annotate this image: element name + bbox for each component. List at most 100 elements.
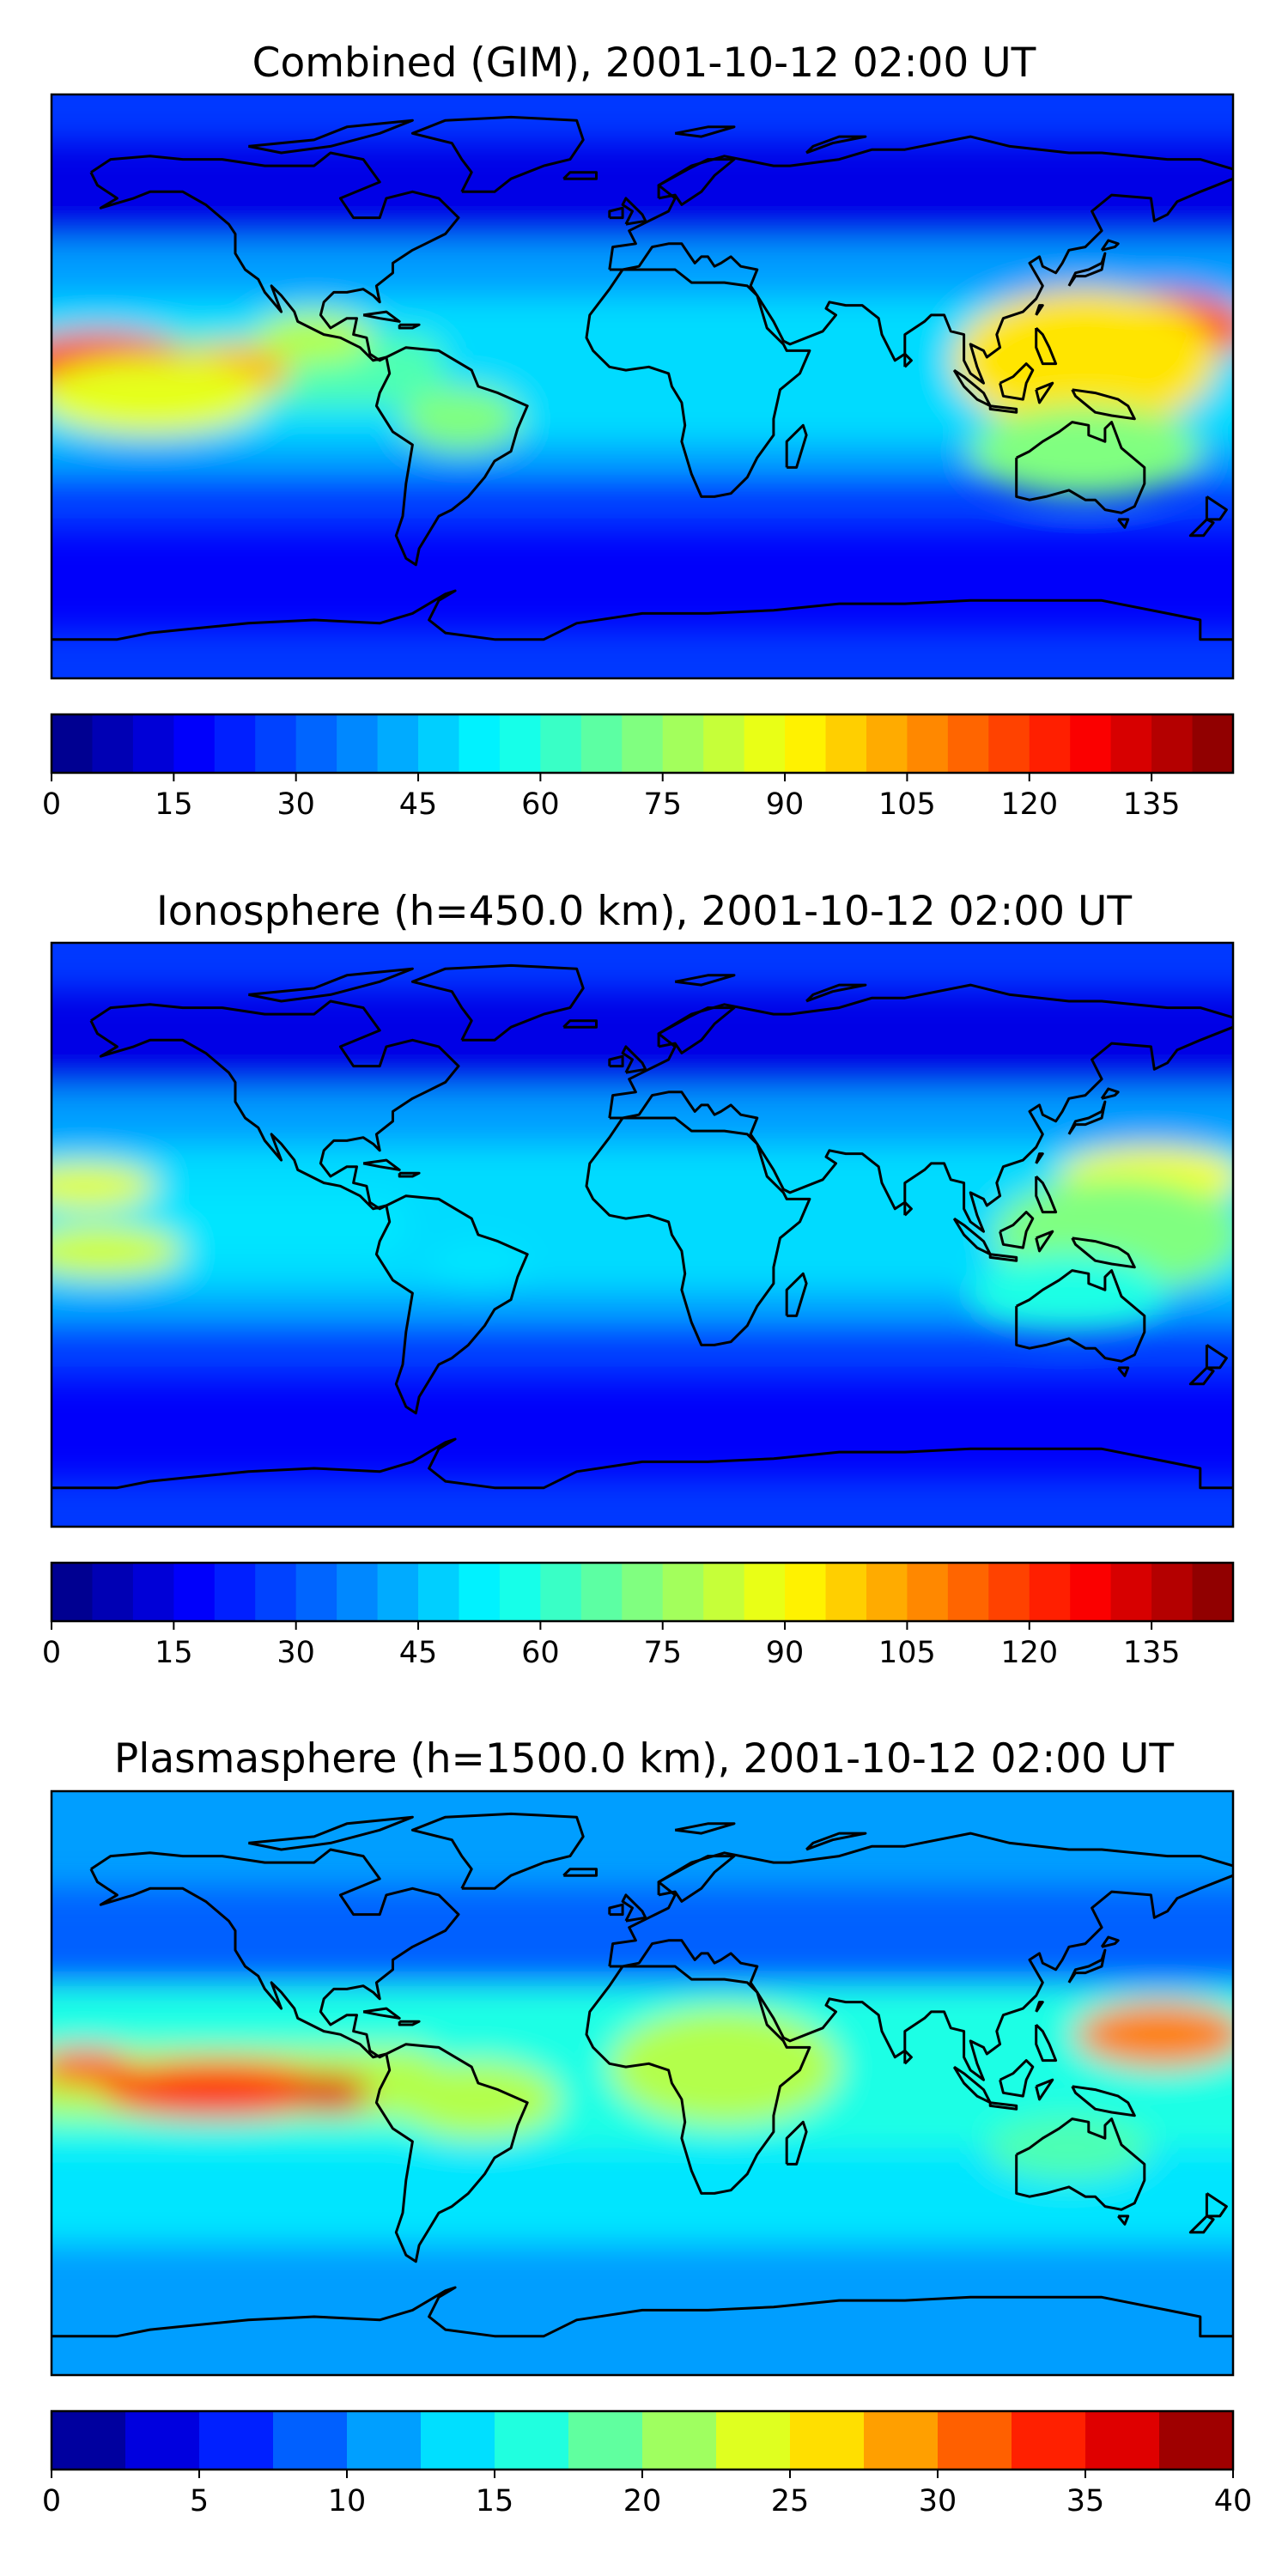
colorbar-segment — [132, 714, 175, 773]
colorbar-segment — [499, 714, 542, 773]
colorbar-segment — [347, 2411, 422, 2470]
colorbar-tick-label: 120 — [1000, 1636, 1058, 1670]
coastline — [89, 151, 460, 362]
coastline — [674, 1822, 736, 1835]
colorbar-tick-label: 20 — [623, 2484, 662, 2518]
coastline — [562, 1019, 598, 1029]
colorbar-segment — [716, 2411, 791, 2470]
colorbar-segment — [1029, 714, 1072, 773]
coastline — [410, 1812, 585, 1890]
map-frame — [50, 93, 1235, 680]
colorbar-tick-label: 120 — [1000, 787, 1058, 822]
colorbar-segment — [1070, 714, 1112, 773]
colorbar-segment — [866, 714, 908, 773]
coastline — [585, 268, 811, 498]
colorbar-frame — [50, 1561, 1235, 1623]
coastline — [248, 967, 414, 1003]
coastline — [1067, 252, 1107, 287]
panel-ionosphere: Ionosphere (h=450.0 km), 2001-10-12 02:0… — [42, 891, 1235, 1670]
colorbar-segment — [622, 714, 664, 773]
coastline — [785, 1272, 808, 1317]
coastline — [903, 1200, 913, 1217]
coastline — [362, 310, 401, 323]
colorbar-tick-label: 0 — [42, 1636, 61, 1670]
colorbar-segment — [377, 714, 419, 773]
coastline — [1100, 239, 1120, 252]
coastline — [1205, 1344, 1228, 1370]
colorbar-segment — [255, 1563, 297, 1621]
colorbar-segment — [132, 1563, 175, 1621]
colorbar-segment — [642, 2411, 717, 2470]
coastline — [999, 1211, 1035, 1249]
panel-title: Plasmasphere (h=1500.0 km), 2001-10-12 0… — [113, 1735, 1175, 1783]
coastline — [585, 1965, 811, 2195]
coastline — [621, 1893, 647, 1923]
colorbar-tick-label: 60 — [521, 1636, 560, 1670]
colorbar-segment — [199, 2411, 274, 2470]
coastline — [988, 2101, 1018, 2111]
colorbar-segment — [337, 1563, 379, 1621]
colorbar-segment — [1110, 1563, 1152, 1621]
field-blob — [100, 2060, 331, 2119]
coastline — [1035, 304, 1044, 316]
coastline — [608, 1903, 624, 1917]
colorbar-tick-label: 75 — [643, 787, 682, 822]
coastline — [1067, 1948, 1107, 1984]
colorbar-segment — [864, 2411, 939, 2470]
colorbar-segment — [744, 1563, 786, 1621]
colorbar-segment — [1151, 1563, 1194, 1621]
map-frame — [50, 1789, 1235, 2377]
colorbar-segment — [703, 714, 745, 773]
coastline — [952, 1217, 992, 1256]
coastline — [657, 1855, 736, 1903]
colorbar-segment — [744, 714, 786, 773]
coastline — [410, 115, 585, 193]
coastline — [562, 1868, 598, 1877]
panel-title: Combined (GIM), 2001-10-12 02:00 UT — [252, 39, 1036, 87]
colorbar-segment — [92, 1563, 134, 1621]
coastline — [374, 2043, 529, 2263]
coastline — [1015, 2117, 1146, 2211]
colorbar-segment — [1070, 1563, 1112, 1621]
colorbar-segment — [1151, 714, 1194, 773]
coastline — [903, 352, 913, 368]
coastline — [1035, 1175, 1058, 1214]
colorbar-tick-label: 105 — [878, 1636, 936, 1670]
colorbar-tick-label: 30 — [276, 1636, 315, 1670]
coastline — [52, 589, 1233, 641]
colorbar-segment — [580, 1563, 623, 1621]
colorbar-tick-label: 0 — [42, 2484, 61, 2518]
coastline — [398, 323, 421, 330]
colorbar-segment — [662, 714, 704, 773]
colorbar-segment — [790, 2411, 865, 2470]
colorbar-segment — [418, 714, 460, 773]
field-blob — [396, 2060, 561, 2139]
coastline — [398, 2020, 421, 2026]
colorbar-tick-label: 105 — [878, 787, 936, 822]
colorbar-segment — [421, 2411, 495, 2470]
coastline — [785, 2120, 808, 2166]
panel-combined: Combined (GIM), 2001-10-12 02:00 UT 0 15 3… — [0, 0, 1288, 859]
colorbar-tick-label: 75 — [643, 1636, 682, 1670]
coastline — [1035, 1152, 1044, 1164]
colorbar-frame — [50, 713, 1235, 775]
field-blob — [987, 2115, 1151, 2181]
colorbar-tick-label: 30 — [919, 2484, 957, 2518]
coastline — [585, 1116, 811, 1346]
field-blob — [428, 1241, 528, 1293]
coastline — [608, 135, 1233, 270]
coastline — [89, 1848, 460, 2059]
field-blob — [52, 2047, 131, 2087]
coastline — [1035, 2023, 1058, 2063]
colorbar-tick-label: 0 — [42, 787, 61, 822]
coastline — [1100, 1087, 1120, 1100]
coastline — [89, 999, 460, 1211]
colorbar-tick-label: 135 — [1123, 1636, 1181, 1670]
coastline — [608, 983, 1233, 1119]
coastline — [1071, 388, 1136, 421]
coastline — [609, 1025, 1233, 1233]
colorbar-segment — [1110, 714, 1152, 773]
colorbar-segment — [295, 1563, 337, 1621]
colorbar-segment — [337, 714, 379, 773]
field-blob — [291, 2073, 370, 2112]
